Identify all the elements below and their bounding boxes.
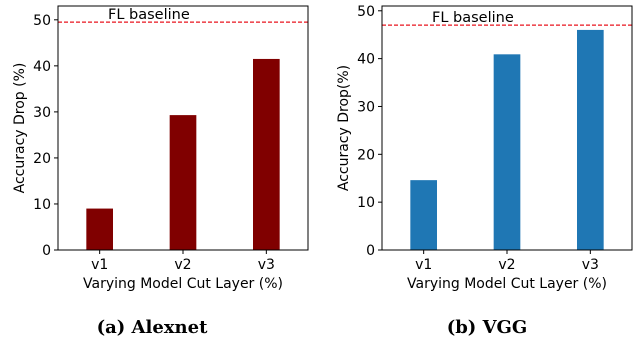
x-tick-label: v1 — [415, 257, 432, 273]
y-axis-label: Accuracy Drop(%) — [336, 65, 352, 191]
bar-v3 — [253, 58, 280, 251]
y-tick-label: 0 — [42, 243, 51, 259]
y-tick-label: 20 — [357, 147, 375, 163]
x-tick-label: v2 — [174, 257, 191, 273]
y-tick-label: 30 — [33, 105, 51, 121]
bar-v2 — [169, 115, 197, 250]
y-tick-label: 40 — [33, 59, 51, 75]
x-tick-label: v1 — [91, 257, 108, 273]
x-axis-label: Varying Model Cut Layer (%) — [83, 276, 283, 292]
baseline-label: FL baseline — [108, 7, 190, 23]
bar-v1 — [410, 180, 437, 250]
bar-v1 — [86, 208, 113, 250]
y-tick-label: 30 — [357, 99, 375, 115]
bar-v3 — [577, 29, 604, 250]
x-tick-label: v2 — [498, 257, 515, 273]
chart-panel-vgg: FL baseline 0 10 20 30 40 50 v1 v2 v3 Varying Mode… — [336, 4, 633, 338]
y-tick-label: 10 — [33, 197, 51, 213]
y-tick-label: 0 — [366, 243, 375, 259]
y-tick-label: 20 — [33, 151, 51, 167]
x-axis-label: Varying Model Cut Layer (%) — [407, 276, 607, 292]
x-tick-label: v3 — [582, 257, 599, 273]
y-axis-label: Accuracy Drop (%) — [12, 63, 28, 194]
caption-vgg: (b) VGG — [447, 317, 528, 338]
bar-v2 — [493, 54, 521, 251]
caption-alexnet: (a) Alexnet — [97, 317, 208, 338]
y-tick-label: 10 — [357, 195, 375, 211]
baseline-label: FL baseline — [432, 10, 514, 26]
x-tick-label: v3 — [258, 257, 275, 273]
y-tick-label: 50 — [33, 13, 51, 29]
chart-panel-alexnet: FL baseline 0 10 20 30 40 50 v1 v2 v3 Varying Mode… — [12, 5, 309, 338]
y-tick-label: 50 — [357, 4, 375, 20]
y-tick-label: 40 — [357, 52, 375, 68]
